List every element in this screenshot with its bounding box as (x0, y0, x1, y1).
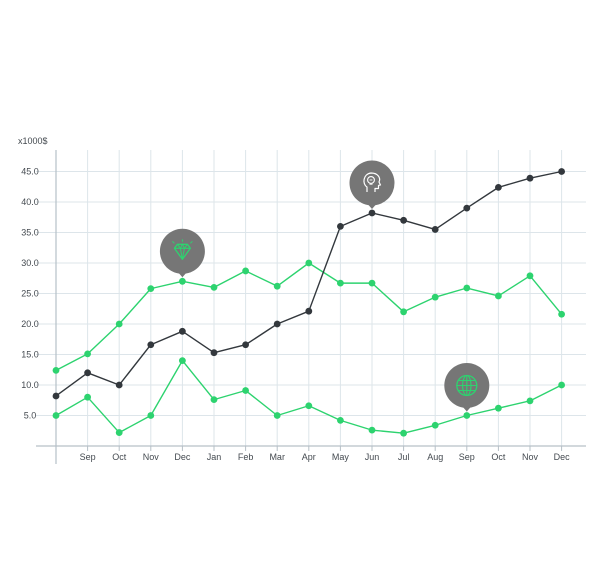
y-tick-label: 35.0 (21, 228, 39, 238)
series-group (52, 168, 565, 437)
x-tick-labels: Sep Oct Nov Dec Jan Feb Mar Apr May Jun Jul Aug Sep O… (80, 452, 571, 462)
data-point (147, 341, 155, 349)
data-point (526, 397, 534, 405)
data-point (115, 381, 123, 389)
bulb-outline (367, 176, 375, 184)
y-tick-label: 25.0 (21, 289, 39, 299)
diamond-facet (176, 243, 188, 250)
x-tick-label: Feb (238, 452, 254, 462)
y-tick-label: 15.0 (21, 350, 39, 360)
data-point (495, 292, 502, 300)
data-point (115, 429, 123, 436)
diamond-outline (173, 243, 192, 260)
data-point (179, 277, 186, 285)
data-point (431, 293, 439, 301)
data-point (84, 350, 91, 358)
data-point (147, 285, 155, 293)
data-point (495, 404, 502, 412)
data-point (526, 272, 534, 280)
data-point (368, 279, 376, 287)
data-point (463, 204, 471, 212)
y-unit-label: x1000$ (18, 136, 48, 146)
x-tick-label: Jan (207, 452, 222, 462)
head-outline (363, 172, 382, 192)
data-point (210, 396, 218, 404)
data-point (431, 421, 439, 429)
data-point (84, 369, 91, 377)
head-idea-icon (363, 172, 382, 192)
x-tick-label: Aug (427, 452, 443, 462)
data-point (305, 402, 313, 410)
head-idea-marker (349, 160, 395, 209)
data-point (337, 416, 344, 424)
data-point (558, 168, 565, 175)
data-point (558, 381, 565, 389)
diamond-marker (159, 228, 205, 278)
data-point (273, 282, 281, 290)
data-point (52, 392, 60, 400)
x-tick-label: Jul (398, 452, 410, 462)
globe-marker (444, 363, 490, 412)
y-tick-label: 40.0 (21, 197, 39, 207)
data-point (210, 349, 218, 357)
data-point (242, 341, 250, 349)
y-tick-label: 45.0 (21, 167, 39, 177)
x-tick-label: Dec (174, 452, 191, 462)
data-point (52, 366, 60, 374)
data-point (273, 320, 281, 328)
x-tick-label: Nov (143, 452, 160, 462)
y-tick-labels: 5.0 10.0 15.0 20.0 25.0 30.0 35.0 40.0 45.0 (21, 167, 39, 421)
diamond-facet (179, 248, 185, 260)
x-tick-label: Oct (112, 452, 127, 462)
data-point (242, 267, 250, 275)
y-tick-label: 5.0 (24, 411, 37, 421)
data-point (147, 412, 155, 419)
x-tick-label: Mar (269, 452, 285, 462)
data-point (115, 320, 123, 328)
x-tick-label: Apr (302, 452, 316, 462)
data-point (210, 284, 218, 291)
x-tick-label: Oct (491, 452, 506, 462)
grid (36, 150, 586, 446)
data-point (242, 387, 250, 394)
data-point (368, 426, 376, 434)
diamond-sparkle (190, 240, 193, 244)
data-point (305, 259, 313, 267)
x-tick-label: Sep (459, 452, 475, 462)
data-point (463, 284, 471, 292)
markers-group (159, 160, 490, 412)
data-point (400, 308, 407, 316)
data-point (400, 429, 407, 437)
diamond-sparkle (172, 240, 175, 244)
marker-bubble (159, 228, 205, 274)
data-point (52, 412, 60, 419)
x-tick-label: Jun (365, 452, 380, 462)
data-point (337, 223, 344, 230)
data-point (337, 279, 344, 287)
data-point (305, 307, 313, 315)
x-tick-label: Nov (522, 452, 539, 462)
x-tick-label: Sep (80, 452, 96, 462)
y-tick-label: 20.0 (21, 319, 39, 329)
data-point (368, 209, 376, 217)
y-tick-label: 30.0 (21, 258, 39, 268)
data-point (526, 174, 534, 182)
x-tick-label: Dec (554, 452, 571, 462)
data-point (179, 327, 186, 335)
data-point (463, 412, 471, 419)
data-point (179, 357, 186, 364)
globe-icon (456, 374, 478, 397)
x-tick-label: May (332, 452, 350, 462)
data-point (558, 310, 565, 318)
data-point (84, 393, 91, 401)
data-point (431, 226, 439, 233)
y-tick-label: 10.0 (21, 380, 39, 390)
data-point (400, 216, 407, 224)
diamond-icon (172, 239, 193, 260)
data-point (273, 412, 281, 419)
data-point (495, 183, 502, 191)
axes (36, 150, 586, 464)
